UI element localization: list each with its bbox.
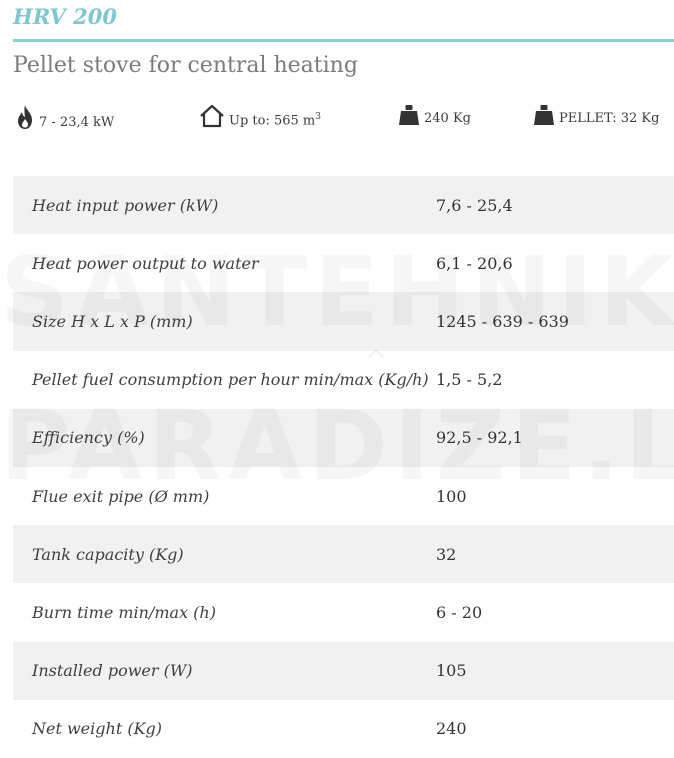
- spec-weight-text: 240 Kg: [424, 111, 471, 126]
- table-row: Heat input power (kW) 7,6 - 25,4: [13, 176, 674, 235]
- row-value: 240: [436, 719, 467, 739]
- spec-pellet-text: PELLET: 32 Kg: [559, 111, 660, 126]
- table-row: Net weight (Kg) 240: [13, 700, 674, 758]
- spec-power: 7 - 23,4 kW: [15, 104, 114, 130]
- flame-icon: [18, 105, 32, 129]
- house-icon: [200, 104, 224, 128]
- weight-icon: [399, 105, 419, 125]
- spec-table: Heat input power (kW) 7,6 - 25,4 Heat pow…: [13, 176, 674, 758]
- row-label: Pellet fuel consumption per hour min/max…: [32, 370, 429, 390]
- table-row: Heat power output to water 6,1 - 20,6: [13, 234, 674, 292]
- row-value: 6,1 - 20,6: [436, 253, 513, 273]
- row-label: Efficiency (%): [32, 428, 145, 448]
- table-row: Efficiency (%) 92,5 - 92,1: [13, 408, 674, 467]
- table-row: Pellet fuel consumption per hour min/max…: [13, 351, 674, 409]
- row-label: Net weight (Kg): [32, 719, 163, 739]
- row-value: 6 - 20: [436, 602, 483, 622]
- spec-weight: 240 Kg: [398, 104, 471, 126]
- row-label: Tank capacity (Kg): [32, 544, 184, 564]
- row-value: 1245 - 639 - 639: [436, 311, 569, 331]
- spec-pellet: PELLET: 32 Kg: [533, 104, 659, 126]
- model-title: HRV 200: [13, 4, 117, 29]
- table-row: Burn time min/max (h) 6 - 20: [13, 583, 674, 641]
- row-value: 32: [436, 544, 457, 564]
- row-value: 100: [436, 486, 467, 506]
- table-row: Size H x L x P (mm) 1245 - 639 - 639: [13, 292, 674, 351]
- row-label: Heat input power (kW): [32, 195, 219, 215]
- spec-power-text: 7 - 23,4 kW: [39, 115, 115, 130]
- row-value: 105: [436, 661, 467, 681]
- product-subtitle: Pellet stove for central heating: [13, 53, 358, 78]
- row-label: Installed power (W): [32, 661, 193, 681]
- watermark-house-icon: [368, 348, 384, 358]
- spec-area-text: Up to: 565 m3: [229, 111, 321, 128]
- spec-area: Up to: 565 m3: [199, 104, 321, 128]
- table-row: Tank capacity (Kg) 32: [13, 525, 674, 584]
- row-label: Heat power output to water: [32, 253, 259, 273]
- title-rule: [13, 39, 674, 42]
- row-value: 1,5 - 5,2: [436, 370, 503, 390]
- weight-icon: [534, 105, 554, 125]
- row-label: Burn time min/max (h): [32, 602, 216, 622]
- row-value: 92,5 - 92,1: [436, 428, 523, 448]
- row-label: Size H x L x P (mm): [32, 311, 193, 331]
- row-value: 7,6 - 25,4: [436, 195, 513, 215]
- row-label: Flue exit pipe (Ø mm): [32, 486, 210, 506]
- table-row: Installed power (W) 105: [13, 641, 674, 700]
- table-row: Flue exit pipe (Ø mm) 100: [13, 467, 674, 525]
